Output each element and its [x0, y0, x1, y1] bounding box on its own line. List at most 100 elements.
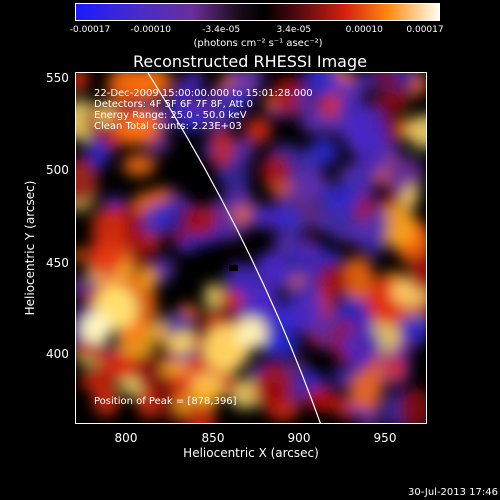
heatmap-blob	[227, 184, 253, 210]
colorbar-tick-label: 0.00010	[345, 25, 383, 35]
heatmap-blob	[76, 277, 100, 297]
heatmap-blob	[260, 154, 291, 188]
colorbar-tick-label: -3.4e-05	[202, 25, 241, 35]
heatmap-blob	[76, 339, 107, 360]
heatmap-blob	[252, 251, 290, 293]
heatmap-blob	[137, 388, 162, 419]
energy-range-text: Energy Range: 25.0 - 50.0 keV	[94, 110, 247, 121]
x-tick-label: 900	[287, 431, 311, 445]
x-axis-label: Heliocentric X (arcsec)	[183, 446, 319, 460]
time-range-text: 22-Dec-2009 15:00:00.000 to 15:01:28.000	[94, 88, 313, 99]
y-tick-label: 400	[46, 347, 69, 361]
heatmap-blob	[97, 350, 139, 381]
heatmap-blob	[247, 203, 280, 230]
heatmap-blob	[340, 256, 375, 300]
heatmap-blob	[393, 342, 413, 357]
heatmap-blob	[136, 353, 169, 396]
colorbar-tick-label: 3.4e-05	[276, 25, 312, 35]
heatmap-blob	[317, 265, 350, 297]
heatmap-blob	[244, 116, 272, 144]
peak-marker	[229, 265, 238, 271]
x-tick-label: 850	[201, 431, 225, 445]
heatmap-blob	[118, 261, 135, 283]
heatmap-blob	[311, 106, 350, 135]
chart-title: Reconstructed RHESSI Image	[133, 52, 367, 71]
heatmap-blob	[258, 292, 281, 322]
heatmap-blob	[335, 81, 367, 103]
heatmap-blob	[212, 221, 228, 233]
heatmap-blob	[109, 73, 139, 104]
heatmap-blob	[76, 249, 85, 261]
heatmap-blob	[120, 107, 162, 145]
y-tick-label: 500	[46, 163, 69, 177]
heatmap-blob	[331, 368, 350, 387]
colorbar-tick-label: -0.00010	[130, 25, 171, 35]
heatmap-blob	[319, 202, 359, 238]
heatmap-blob	[348, 370, 383, 410]
colorbar-unit: (photons cm⁻² s⁻¹ asec⁻²)	[193, 38, 323, 49]
heatmap-blob	[374, 73, 396, 86]
heatmap-blob	[114, 97, 133, 121]
heatmap-blob	[178, 74, 200, 104]
heatmap-blob	[230, 138, 255, 165]
heatmap-blob	[228, 73, 264, 85]
heatmap-blob	[204, 282, 224, 310]
heatmap-blob	[140, 223, 158, 234]
heatmap-blob	[347, 105, 388, 154]
heatmap-blob	[169, 331, 198, 353]
x-tick-label: 950	[373, 431, 397, 445]
timestamp: 30-Jul-2013 17:46	[407, 487, 498, 498]
y-tick-label: 450	[46, 256, 69, 270]
colorbar-tick-label: 0.00017	[406, 25, 444, 35]
heatmap-blob	[123, 230, 162, 255]
heatmap-bright-spot	[80, 312, 112, 344]
heatmap-bright-spot	[235, 317, 267, 349]
heatmap-blob	[174, 395, 193, 414]
heatmap-blob	[91, 206, 126, 250]
heatmap-blob	[219, 290, 244, 311]
detectors-text: Detectors: 4F 5F 6F 7F 8F, Att 0	[94, 99, 254, 110]
peak-position-text: Position of Peak = [878,396]	[94, 396, 237, 407]
heatmap-blob	[152, 256, 176, 283]
heatmap-blob	[191, 381, 221, 407]
heatmap-blob	[294, 91, 316, 109]
heatmap-blob	[301, 290, 325, 322]
heatmap-blob	[384, 354, 408, 384]
heatmap-blob	[391, 82, 409, 102]
x-tick-label: 800	[114, 431, 138, 445]
plot-area	[75, 72, 427, 424]
heatmap-blob	[215, 95, 241, 128]
heatmap-blob	[95, 105, 113, 126]
heatmap-blob	[295, 189, 311, 205]
heatmap-blob	[387, 166, 410, 195]
heatmap-blob	[76, 156, 99, 206]
heatmap-blob	[167, 229, 190, 244]
heatmap-blob	[181, 205, 222, 237]
clean-counts-text: Clean Total counts: 2.23E+03	[94, 121, 242, 132]
colorbar	[75, 3, 440, 21]
y-tick-label: 550	[46, 71, 69, 85]
heatmap-blob	[322, 186, 362, 211]
heatmap-blob	[76, 73, 89, 92]
heatmap-blob	[138, 267, 158, 290]
heatmap-blob	[216, 160, 250, 190]
heatmap-image	[76, 73, 426, 423]
heatmap-blob	[201, 140, 217, 160]
colorbar-tick-label: -0.00017	[69, 25, 111, 35]
heatmap-blob	[95, 376, 110, 386]
heatmap-blob	[299, 146, 321, 173]
y-axis-label: Heliocentric Y (arcsec)	[23, 180, 37, 316]
heatmap-blob	[104, 195, 125, 208]
heatmap-blob	[339, 327, 382, 363]
heatmap-blob	[177, 110, 206, 132]
heatmap-blob	[225, 262, 254, 299]
heatmap-blob	[398, 315, 426, 345]
solar-limb-line	[147, 73, 321, 423]
heatmap-blob	[253, 362, 293, 412]
heatmap-blob	[308, 332, 323, 347]
heatmap-blob	[398, 387, 426, 423]
heatmap-blob	[408, 251, 426, 292]
heatmap-blob	[122, 153, 156, 177]
heatmap-blob	[311, 389, 339, 414]
heatmap-blob	[207, 130, 237, 168]
